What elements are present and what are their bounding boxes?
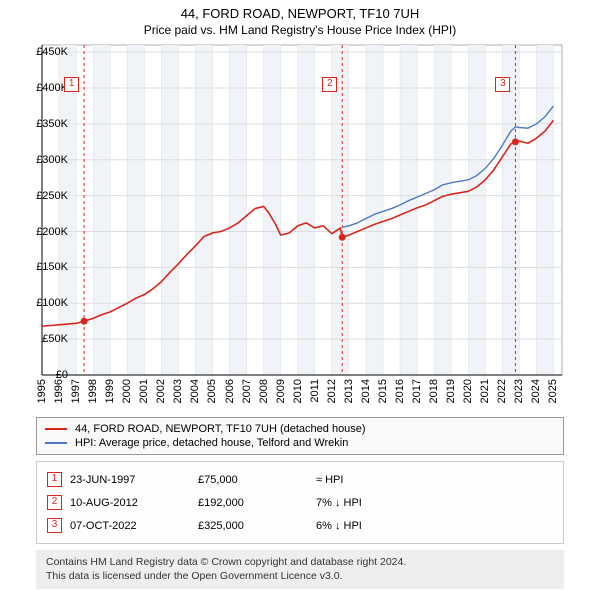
x-tick-label: 2008 — [258, 379, 270, 403]
x-tick-label: 2012 — [326, 379, 338, 403]
y-tick-label: £300K — [24, 154, 68, 166]
x-tick-label: 1998 — [87, 379, 99, 403]
event-row-3: 3 07-OCT-2022 £325,000 6% ↓ HPI — [47, 514, 553, 537]
x-tick-label: 2006 — [224, 379, 236, 403]
event-2-date: 10-AUG-2012 — [70, 497, 190, 509]
x-tick-label: 2016 — [394, 379, 406, 403]
chart-subtitle: Price paid vs. HM Land Registry's House … — [0, 21, 600, 41]
y-tick-label: £250K — [24, 190, 68, 202]
legend-box: 44, FORD ROAD, NEWPORT, TF10 7UH (detach… — [36, 417, 564, 455]
y-tick-label: £200K — [24, 226, 68, 238]
x-tick-label: 2018 — [428, 379, 440, 403]
x-tick-label: 2025 — [547, 379, 559, 403]
y-tick-label: £350K — [24, 118, 68, 130]
events-table: 1 23-JUN-1997 £75,000 ≈ HPI 2 10-AUG-201… — [36, 461, 564, 544]
legend-swatch-hpi — [45, 442, 67, 444]
event-3-relation: 6% ↓ HPI — [316, 520, 426, 532]
event-marker-1: 1 — [64, 77, 79, 92]
footer-line-1: Contains HM Land Registry data © Crown c… — [46, 556, 554, 570]
y-tick-label: £50K — [24, 333, 68, 345]
event-marker-3-icon: 3 — [47, 518, 62, 533]
x-tick-label: 1997 — [70, 379, 82, 403]
y-tick-label: £450K — [24, 46, 68, 58]
x-tick-label: 2011 — [309, 379, 321, 403]
x-tick-label: 2013 — [343, 379, 355, 403]
event-2-price: £192,000 — [198, 497, 308, 509]
x-tick-label: 2022 — [496, 379, 508, 403]
event-row-2: 2 10-AUG-2012 £192,000 7% ↓ HPI — [47, 491, 553, 514]
x-tick-label: 2010 — [292, 379, 304, 403]
legend-item-2: HPI: Average price, detached house, Telf… — [45, 436, 555, 450]
event-1-price: £75,000 — [198, 474, 308, 486]
event-marker-2-icon: 2 — [47, 495, 62, 510]
x-tick-label: 2021 — [479, 379, 491, 403]
footer-line-2: This data is licensed under the Open Gov… — [46, 570, 554, 584]
x-tick-label: 2001 — [138, 379, 150, 403]
event-marker-3: 3 — [495, 77, 510, 92]
x-tick-label: 1995 — [36, 379, 48, 403]
x-tick-label: 2002 — [155, 379, 167, 403]
chart-container: 44, FORD ROAD, NEWPORT, TF10 7UH Price p… — [0, 0, 600, 590]
x-tick-label: 2020 — [462, 379, 474, 403]
y-tick-label: £100K — [24, 297, 68, 309]
x-tick-label: 1999 — [104, 379, 116, 403]
chart-plot-area: £0£50K£100K£150K£200K£250K£300K£350K£400… — [36, 41, 596, 411]
x-tick-label: 2015 — [377, 379, 389, 403]
x-tick-label: 1996 — [53, 379, 65, 403]
event-3-date: 07-OCT-2022 — [70, 520, 190, 532]
event-2-relation: 7% ↓ HPI — [316, 497, 426, 509]
chart-title: 44, FORD ROAD, NEWPORT, TF10 7UH — [0, 0, 600, 21]
x-tick-label: 2023 — [513, 379, 525, 403]
x-tick-label: 2003 — [172, 379, 184, 403]
event-row-1: 1 23-JUN-1997 £75,000 ≈ HPI — [47, 468, 553, 491]
footer-note: Contains HM Land Registry data © Crown c… — [36, 550, 564, 589]
x-tick-label: 2019 — [445, 379, 457, 403]
event-1-date: 23-JUN-1997 — [70, 474, 190, 486]
x-tick-label: 2017 — [411, 379, 423, 403]
x-tick-label: 2004 — [189, 379, 201, 403]
event-marker-2: 2 — [322, 77, 337, 92]
y-tick-label: £400K — [24, 82, 68, 94]
legend-label-price: 44, FORD ROAD, NEWPORT, TF10 7UH (detach… — [75, 423, 366, 435]
x-tick-label: 2024 — [530, 379, 542, 403]
event-1-relation: ≈ HPI — [316, 474, 426, 486]
event-3-price: £325,000 — [198, 520, 308, 532]
legend-label-hpi: HPI: Average price, detached house, Telf… — [75, 437, 348, 449]
x-tick-label: 2005 — [206, 379, 218, 403]
legend-swatch-price — [45, 428, 67, 430]
x-tick-label: 2014 — [360, 379, 372, 403]
x-tick-label: 2009 — [275, 379, 287, 403]
event-marker-1-icon: 1 — [47, 472, 62, 487]
y-tick-label: £150K — [24, 261, 68, 273]
x-tick-label: 2007 — [241, 379, 253, 403]
chart-svg — [36, 41, 596, 411]
x-tick-label: 2000 — [121, 379, 133, 403]
legend-item-1: 44, FORD ROAD, NEWPORT, TF10 7UH (detach… — [45, 422, 555, 436]
